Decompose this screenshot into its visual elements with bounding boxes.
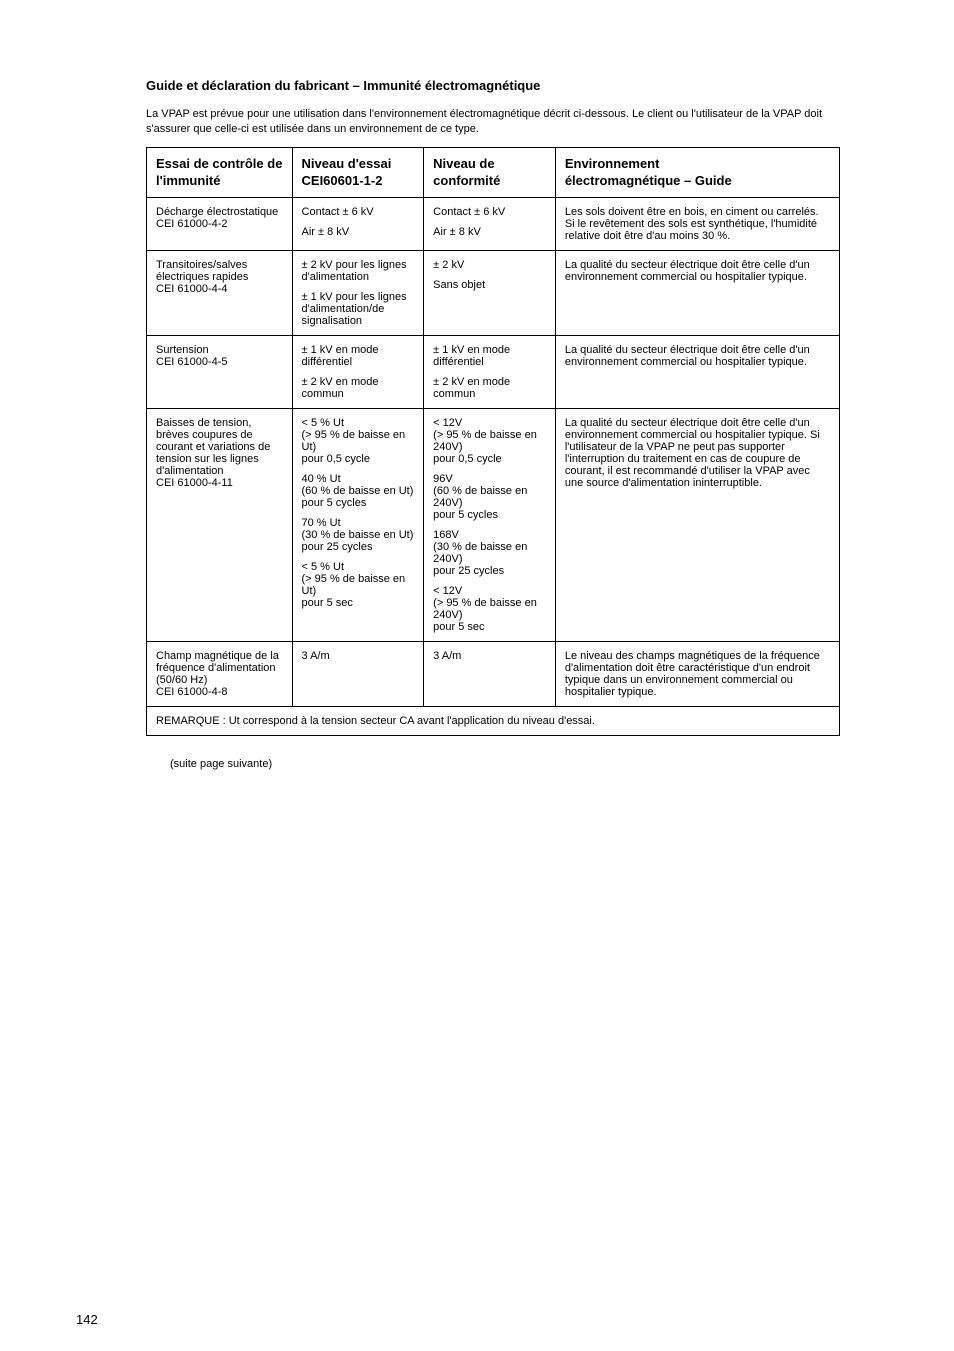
lv: (> 95 % de baisse en Ut) (302, 429, 406, 453)
cell-conformity: 3 A/m (424, 642, 556, 707)
test-title: Transitoires/salves électriques rapides (156, 259, 283, 283)
level-line: ± 2 kV pour les lignes d'alimentation (302, 259, 415, 283)
header-niveau-essai: Niveau d'essai CEI60601-1-2 (292, 147, 424, 198)
header-niveau-essai-line2: CEI60601-1-2 (302, 173, 383, 188)
table-header-row: Essai de contrôle de l'immunité Niveau d… (147, 147, 840, 198)
lv: 40 % Ut (302, 473, 341, 485)
lv: pour 25 cycles (302, 541, 373, 553)
cell-environment: Le niveau des champs magnétiques de la f… (555, 642, 839, 707)
lv: pour 0,5 cycle (302, 453, 370, 465)
table-note-cell: REMARQUE : Ut correspond à la tension se… (147, 707, 840, 736)
conf-line: Contact ± 6 kV (433, 206, 546, 218)
table-row: Décharge électrostatique CEI 61000-4-2 C… (147, 198, 840, 251)
header-env-line2: électromagnétique – Guide (565, 173, 732, 188)
test-standard: CEI 61000-4-5 (156, 356, 283, 368)
cv: < 12V (433, 417, 462, 429)
cell-test-name: Décharge électrostatique CEI 61000-4-2 (147, 198, 293, 251)
cv: < 12V (433, 585, 462, 597)
cell-test-name: Champ magnétique de la fréquence d'alime… (147, 642, 293, 707)
level-line: Contact ± 6 kV (302, 206, 415, 218)
cv: (30 % de baisse en 240V) (433, 541, 527, 565)
cell-test-level: < 5 % Ut (> 95 % de baisse en Ut) pour 0… (292, 409, 424, 642)
test-title: Surtension (156, 344, 283, 356)
header-environnement: Environnement électromagnétique – Guide (555, 147, 839, 198)
lv: (> 95 % de baisse en Ut) (302, 573, 406, 597)
table-row: Transitoires/salves électriques rapides … (147, 251, 840, 336)
level-block: < 5 % Ut (> 95 % de baisse en Ut) pour 5… (302, 561, 415, 609)
cell-conformity: Contact ± 6 kV Air ± 8 kV (424, 198, 556, 251)
cell-test-level: ± 1 kV en mode différentiel ± 2 kV en mo… (292, 336, 424, 409)
level-block: 40 % Ut (60 % de baisse en Ut) pour 5 cy… (302, 473, 415, 509)
test-title: Champ magnétique de la fréquence d'alime… (156, 650, 283, 686)
cell-environment: La qualité du secteur électrique doit êt… (555, 336, 839, 409)
level-line: ± 2 kV en mode commun (302, 376, 415, 400)
header-conformite: Niveau de conformité (424, 147, 556, 198)
conf-block: < 12V (> 95 % de baisse en 240V) pour 0,… (433, 417, 546, 465)
section-heading: Guide et déclaration du fabricant – Immu… (146, 78, 840, 93)
lv: pour 5 cycles (302, 497, 367, 509)
lv: (60 % de baisse en Ut) (302, 485, 414, 497)
cv: pour 5 sec (433, 621, 484, 633)
conf-line: ± 2 kV (433, 259, 546, 271)
cv: 96V (433, 473, 453, 485)
immunity-table: Essai de contrôle de l'immunité Niveau d… (146, 147, 840, 737)
intro-paragraph: La VPAP est prévue pour une utilisation … (146, 107, 840, 137)
conf-block: < 12V (> 95 % de baisse en 240V) pour 5 … (433, 585, 546, 633)
lv: 70 % Ut (302, 517, 341, 529)
cell-test-name: Baisses de tension, brèves coupures de c… (147, 409, 293, 642)
cell-conformity: ± 2 kV Sans objet (424, 251, 556, 336)
cell-environment: La qualité du secteur électrique doit êt… (555, 251, 839, 336)
test-standard: CEI 61000-4-2 (156, 218, 283, 230)
cell-test-name: Surtension CEI 61000-4-5 (147, 336, 293, 409)
cell-test-name: Transitoires/salves électriques rapides … (147, 251, 293, 336)
cell-environment: Les sols doivent être en bois, en ciment… (555, 198, 839, 251)
cell-conformity: < 12V (> 95 % de baisse en 240V) pour 0,… (424, 409, 556, 642)
page-number: 142 (76, 1312, 98, 1327)
lv: < 5 % Ut (302, 417, 345, 429)
conf-block: 168V (30 % de baisse en 240V) pour 25 cy… (433, 529, 546, 577)
table-row: Surtension CEI 61000-4-5 ± 1 kV en mode … (147, 336, 840, 409)
page-container: Guide et déclaration du fabricant – Immu… (0, 0, 954, 1351)
lv: pour 5 sec (302, 597, 353, 609)
cell-environment: La qualité du secteur électrique doit êt… (555, 409, 839, 642)
cv: (> 95 % de baisse en 240V) (433, 429, 537, 453)
conf-line: ± 2 kV en mode commun (433, 376, 546, 400)
test-standard: CEI 61000-4-11 (156, 477, 283, 489)
level-line: ± 1 kV pour les lignes d'alimentation/de… (302, 291, 415, 327)
conf-line: ± 1 kV en mode différentiel (433, 344, 546, 368)
level-block: 70 % Ut (30 % de baisse en Ut) pour 25 c… (302, 517, 415, 553)
header-essai: Essai de contrôle de l'immunité (147, 147, 293, 198)
cell-test-level: Contact ± 6 kV Air ± 8 kV (292, 198, 424, 251)
header-env-line1: Environnement (565, 156, 660, 171)
cv: pour 5 cycles (433, 509, 498, 521)
level-line: Air ± 8 kV (302, 226, 415, 238)
test-standard: CEI 61000-4-8 (156, 686, 283, 698)
level-line: ± 1 kV en mode différentiel (302, 344, 415, 368)
cell-test-level: 3 A/m (292, 642, 424, 707)
cv: (60 % de baisse en 240V) (433, 485, 527, 509)
lv: (30 % de baisse en Ut) (302, 529, 414, 541)
lv: < 5 % Ut (302, 561, 345, 573)
continued-note: (suite page suivante) (170, 758, 840, 770)
table-row: Champ magnétique de la fréquence d'alime… (147, 642, 840, 707)
conf-block: 96V (60 % de baisse en 240V) pour 5 cycl… (433, 473, 546, 521)
test-title: Baisses de tension, brèves coupures de c… (156, 417, 283, 477)
level-block: < 5 % Ut (> 95 % de baisse en Ut) pour 0… (302, 417, 415, 465)
test-standard: CEI 61000-4-4 (156, 283, 283, 295)
cell-test-level: ± 2 kV pour les lignes d'alimentation ± … (292, 251, 424, 336)
conf-line: Sans objet (433, 279, 546, 291)
header-niveau-essai-line1: Niveau d'essai (302, 156, 392, 171)
table-row: Baisses de tension, brèves coupures de c… (147, 409, 840, 642)
table-note-row: REMARQUE : Ut correspond à la tension se… (147, 707, 840, 736)
cell-conformity: ± 1 kV en mode différentiel ± 2 kV en mo… (424, 336, 556, 409)
cv: 168V (433, 529, 459, 541)
cv: pour 0,5 cycle (433, 453, 501, 465)
conf-line: Air ± 8 kV (433, 226, 546, 238)
test-title: Décharge électrostatique (156, 206, 283, 218)
cv: pour 25 cycles (433, 565, 504, 577)
cv: (> 95 % de baisse en 240V) (433, 597, 537, 621)
